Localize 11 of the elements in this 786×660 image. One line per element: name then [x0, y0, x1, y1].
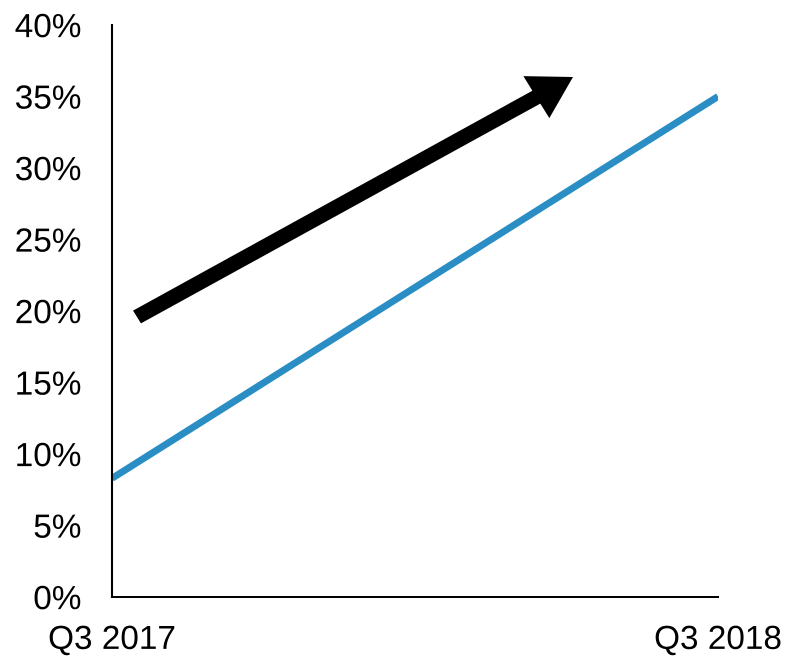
x-tick-label: Q3 2017	[50, 626, 174, 656]
x-tick-label: Q3 2018	[656, 626, 780, 656]
y-tick-label: 5%	[34, 514, 80, 538]
y-tick-label: 20%	[16, 300, 80, 324]
y-tick-label: 30%	[16, 156, 80, 180]
y-tick-label: 10%	[17, 442, 80, 466]
y-tick-label: 35%	[16, 85, 80, 109]
y-tick-label: 15%	[17, 371, 80, 395]
y-tick-label: 25%	[16, 228, 80, 252]
y-tick-label: 40%	[15, 14, 80, 38]
y-tick-label: 0%	[34, 586, 80, 610]
